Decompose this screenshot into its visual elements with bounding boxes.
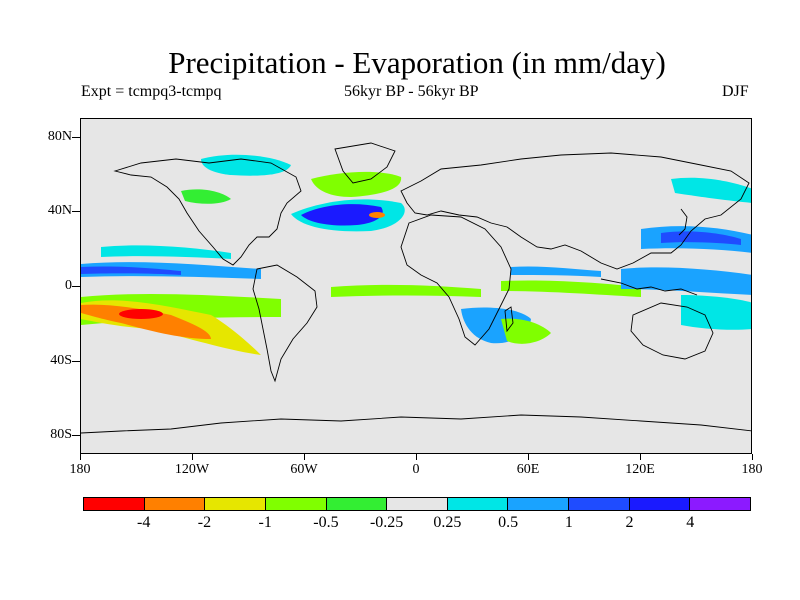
colorbar-swatch bbox=[84, 498, 145, 510]
season-label: DJF bbox=[722, 83, 749, 100]
colorbar-swatch bbox=[326, 498, 388, 510]
lat-tick bbox=[72, 435, 80, 436]
lat-tick bbox=[72, 137, 80, 138]
colorbar-label: 0.25 bbox=[433, 514, 462, 531]
colorbar-swatch bbox=[387, 498, 448, 510]
lat-label: 0 bbox=[65, 278, 72, 293]
lon-label: 60W bbox=[290, 462, 318, 477]
lon-tick bbox=[80, 454, 81, 460]
colorbar-swatch bbox=[447, 498, 509, 510]
lon-label: 120E bbox=[625, 462, 655, 477]
lon-tick bbox=[416, 454, 417, 460]
coastlines bbox=[81, 142, 751, 434]
colorbar-label: -2 bbox=[197, 514, 212, 531]
lat-label: 80S bbox=[50, 427, 72, 443]
lon-tick bbox=[192, 454, 193, 460]
lon-label: 0 bbox=[412, 462, 420, 477]
experiment-label: Expt = tcmpq3-tcmpq bbox=[81, 83, 222, 100]
colorbar-label: -4 bbox=[137, 514, 151, 531]
colorbar-swatch bbox=[508, 498, 570, 510]
lon-tick bbox=[528, 454, 529, 460]
lon-label: 180 bbox=[69, 462, 91, 477]
colorbar-swatch bbox=[629, 498, 691, 510]
colorbar-label: 0.5 bbox=[498, 514, 519, 531]
colorbar-swatch bbox=[265, 498, 327, 510]
pe-anomaly-field bbox=[81, 154, 751, 355]
colorbar-swatch bbox=[569, 498, 630, 510]
colorbar-label: 1 bbox=[564, 514, 573, 531]
colorbar-label: -0.5 bbox=[313, 514, 339, 531]
lat-label: 80N bbox=[47, 128, 72, 144]
lon-tick bbox=[640, 454, 641, 460]
colorbar-swatch bbox=[144, 498, 206, 510]
colorbar-label: 4 bbox=[686, 514, 695, 531]
colorbar-label: 2 bbox=[625, 514, 634, 531]
lon-tick bbox=[304, 454, 305, 460]
colorbar-label: -0.25 bbox=[369, 514, 404, 531]
map-svg bbox=[81, 142, 751, 434]
colorbar bbox=[83, 497, 751, 511]
lat-tick bbox=[72, 361, 80, 362]
colorbar-label: -1 bbox=[258, 514, 272, 531]
map-frame bbox=[80, 118, 752, 454]
lat-label: 40S bbox=[50, 352, 72, 368]
lat-tick bbox=[72, 211, 80, 212]
lon-label: 180 bbox=[741, 462, 763, 477]
lon-tick bbox=[752, 454, 753, 460]
lat-label: 40N bbox=[47, 203, 72, 219]
period-label: 56kyr BP - 56kyr BP bbox=[344, 83, 479, 100]
colorbar-swatch bbox=[205, 498, 266, 510]
colorbar-swatch bbox=[690, 498, 751, 510]
lon-label: 60E bbox=[516, 462, 540, 477]
plot-title: Precipitation - Evaporation (in mm/day) bbox=[168, 45, 666, 80]
lon-label: 120W bbox=[174, 462, 210, 477]
lat-tick bbox=[72, 286, 80, 287]
